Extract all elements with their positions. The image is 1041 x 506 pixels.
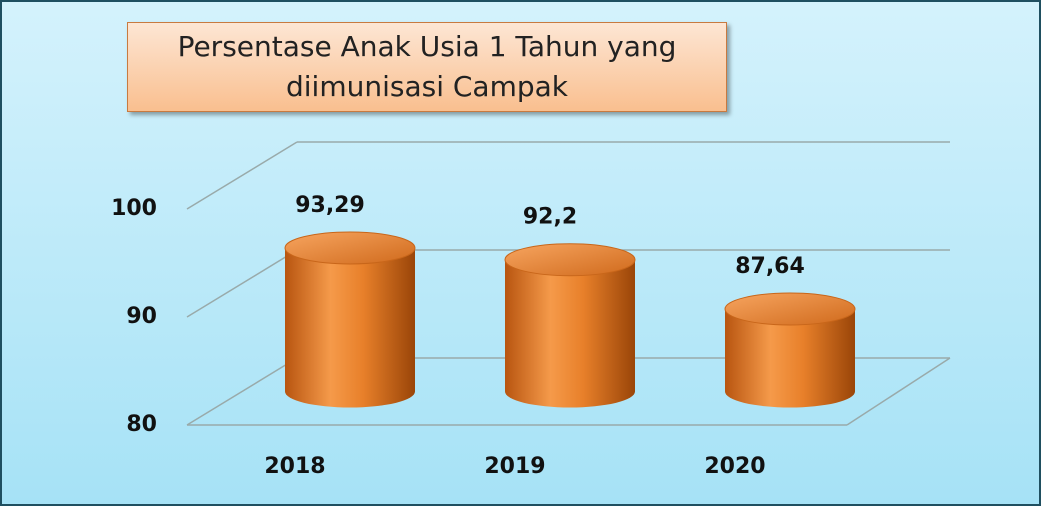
chart-title: Persentase Anak Usia 1 Tahun yang diimun…: [127, 22, 727, 112]
grid-line: [186, 141, 298, 210]
cylinder: [725, 308, 855, 408]
floor-side: [846, 357, 951, 426]
cylinder-top: [504, 243, 636, 277]
grid-line: [186, 357, 298, 426]
cylinder-top: [724, 292, 856, 326]
y-tick-label: 80: [126, 412, 157, 437]
x-tick-label: 2019: [484, 454, 545, 479]
cylinder: [505, 259, 635, 408]
cylinder: [285, 247, 415, 408]
value-label: 92,2: [523, 205, 577, 230]
x-tick-label: 2020: [704, 454, 765, 479]
value-label: 93,29: [295, 193, 365, 218]
y-tick-label: 90: [126, 304, 157, 329]
y-tick-label: 100: [111, 196, 157, 221]
grid-line: [186, 249, 298, 318]
x-tick-label: 2018: [264, 454, 325, 479]
cylinder-top: [284, 231, 416, 265]
value-label: 87,64: [735, 254, 805, 279]
